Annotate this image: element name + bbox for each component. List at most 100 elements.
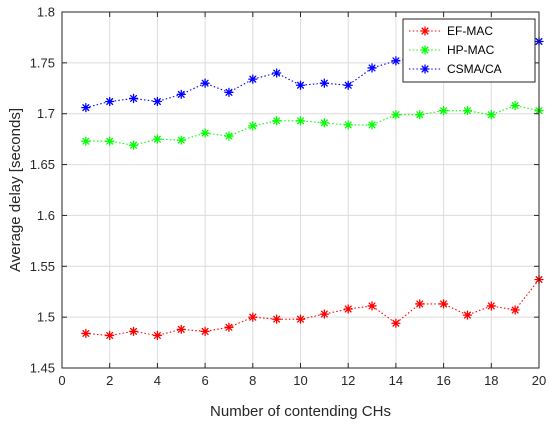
data-point [391, 318, 401, 328]
marker-stroke [320, 119, 328, 127]
marker-stroke [368, 64, 376, 72]
data-point [224, 131, 234, 141]
marker-stroke [201, 129, 209, 137]
data-point [128, 140, 139, 150]
marker-stroke [368, 302, 376, 310]
x-tick-label: 8 [249, 373, 256, 388]
marker-stroke [153, 331, 161, 339]
marker-stroke [392, 57, 400, 65]
marker-stroke [368, 121, 376, 129]
legend-label: CSMA/CA [447, 62, 502, 76]
data-point [510, 305, 520, 315]
data-point [438, 299, 449, 309]
marker-stroke [487, 111, 495, 119]
marker-stroke [177, 90, 185, 98]
y-tick-label: 1.55 [30, 259, 55, 274]
marker-stroke [416, 111, 424, 119]
data-point [200, 128, 210, 138]
marker-stroke [344, 305, 352, 313]
data-point [271, 314, 282, 324]
y-tick-label: 1.5 [37, 310, 55, 325]
marker-stroke [130, 327, 138, 335]
marker-stroke [416, 300, 424, 308]
marker-stroke [153, 135, 161, 143]
data-point [319, 78, 330, 88]
data-point [105, 136, 115, 146]
data-point [105, 330, 115, 341]
x-tick-label: 20 [532, 373, 546, 388]
x-tick-label: 0 [58, 373, 65, 388]
marker-stroke [463, 107, 471, 115]
marker-stroke [130, 94, 138, 102]
data-point [248, 121, 258, 131]
data-point [510, 100, 520, 111]
x-tick-label: 18 [484, 373, 498, 388]
data-point [295, 116, 306, 126]
data-point [224, 87, 234, 98]
data-point [152, 134, 163, 144]
data-point [343, 120, 353, 130]
data-point [391, 56, 401, 66]
y-tick-label: 1.65 [30, 157, 55, 172]
x-tick-label: 14 [389, 373, 403, 388]
data-point [343, 80, 353, 90]
data-point [462, 106, 473, 116]
ticks: 0 2 4 6 8 10 12 14 16 18 20 1.45 1.5 1.55 1.6 1.65 1.7 1.… [30, 5, 547, 389]
data-point [200, 326, 210, 337]
data-point [367, 120, 377, 130]
legend-marker [420, 45, 430, 55]
marker-stroke [344, 81, 352, 89]
data-point [343, 304, 353, 314]
legend-marker [420, 26, 430, 36]
data-point [415, 299, 425, 309]
data-point [105, 96, 115, 107]
marker-stroke [296, 315, 305, 323]
data-point [81, 328, 91, 339]
marker-stroke [440, 300, 448, 308]
marker-stroke [201, 327, 209, 335]
marker-stroke [273, 315, 281, 323]
marker-stroke [421, 46, 429, 54]
y-tick-label: 1.7 [37, 106, 55, 121]
data-point [176, 324, 186, 334]
data-point [319, 309, 330, 319]
marker-stroke [320, 79, 328, 87]
data-point [462, 310, 473, 320]
legend-label: HP-MAC [447, 43, 495, 57]
x-tick-label: 16 [436, 373, 450, 388]
data-point [248, 312, 258, 322]
y-tick-label: 1.75 [30, 55, 55, 70]
legend-item: CSMA/CA [409, 62, 502, 76]
marker-stroke [296, 81, 305, 89]
marker-stroke [201, 79, 209, 87]
data-point [295, 314, 306, 324]
data-point [128, 326, 139, 337]
data-point [486, 110, 496, 120]
data-point [391, 110, 401, 120]
marker-stroke [225, 132, 233, 140]
marker-stroke [82, 104, 90, 112]
marker-stroke [106, 97, 114, 106]
marker-stroke [82, 329, 90, 337]
data-point [81, 102, 91, 113]
x-tick-label: 2 [106, 373, 113, 388]
data-point [295, 80, 306, 90]
data-point [271, 68, 282, 78]
y-tick-label: 1.45 [30, 361, 55, 376]
data-point [271, 116, 282, 126]
data-point [367, 63, 377, 73]
legend: EF-MAC HP-MAC CSMA/CA [402, 18, 536, 83]
data-point [81, 136, 91, 146]
data-point [176, 135, 186, 145]
marker-stroke [421, 27, 429, 35]
marker-stroke [421, 65, 429, 73]
marker-stroke [440, 107, 448, 115]
y-axis-label: Average delay [seconds] [7, 108, 24, 272]
y-tick-label: 1.6 [37, 208, 55, 223]
marker-stroke [106, 137, 114, 145]
x-tick-label: 4 [154, 373, 161, 388]
x-tick-label: 12 [341, 373, 355, 388]
data-point [176, 89, 186, 100]
legend-item: EF-MAC [409, 24, 493, 38]
